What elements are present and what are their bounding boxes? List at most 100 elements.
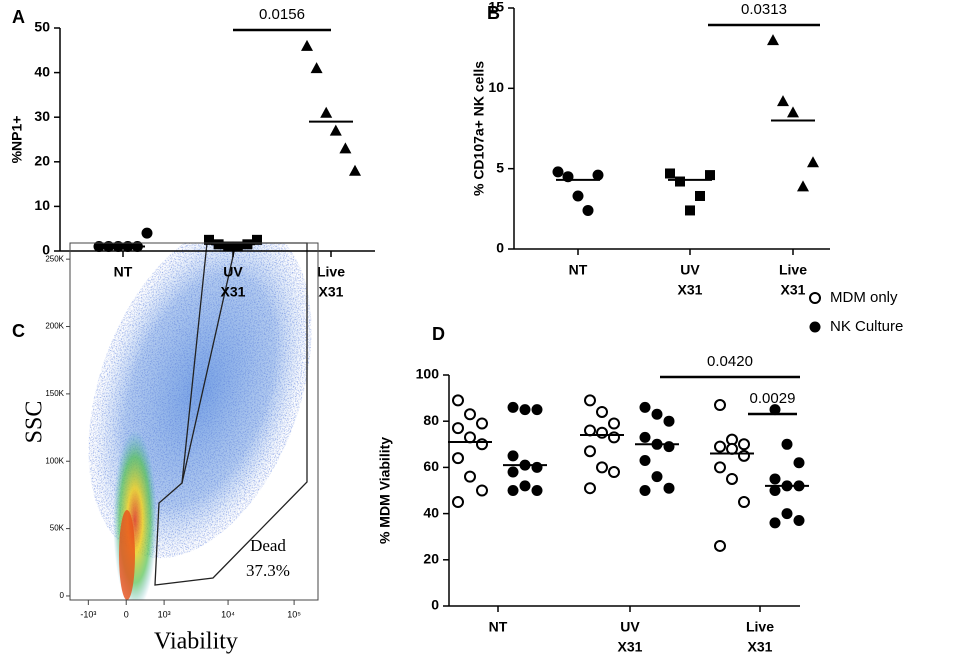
point: [519, 404, 531, 416]
x-tick-label: Live: [317, 264, 345, 280]
point: [552, 166, 564, 178]
point: [726, 472, 738, 485]
point: [608, 417, 620, 430]
y-tick-label: 100K: [45, 456, 64, 465]
y-tick-label: 0: [431, 597, 439, 613]
point: [663, 441, 675, 453]
point: [252, 234, 262, 245]
point: [310, 62, 323, 74]
point: [663, 415, 675, 427]
panel-label: B: [487, 3, 500, 23]
x-tick-label: X31: [748, 639, 773, 655]
point: [639, 401, 651, 413]
y-tick-label: 60: [423, 458, 439, 474]
gate-percent: 37.3%: [246, 561, 290, 580]
point: [464, 408, 476, 421]
x-axis-label: Viability: [154, 629, 238, 655]
point: [596, 461, 608, 474]
y-tick-label: 30: [34, 108, 50, 124]
point: [685, 205, 695, 216]
p-value: 0.0420: [707, 353, 753, 370]
point: [572, 190, 584, 202]
point: [584, 482, 596, 495]
x-tick-label: X31: [319, 284, 344, 300]
point: [476, 484, 488, 497]
p-value: 0.0156: [259, 6, 305, 23]
legend-label: NK Culture: [830, 318, 903, 335]
point: [769, 404, 781, 416]
point: [726, 442, 738, 455]
point: [507, 485, 519, 496]
x-tick-label: Live: [746, 619, 774, 635]
x-tick-label: Live: [779, 262, 807, 278]
gate-line: [181, 242, 237, 484]
point: [531, 404, 543, 416]
point: [714, 399, 726, 412]
point: [807, 156, 819, 168]
x-tick-label: UV: [223, 264, 243, 280]
point: [141, 227, 153, 239]
point: [738, 449, 750, 462]
point: [452, 422, 464, 435]
point: [769, 485, 781, 496]
x-tick-label: NT: [114, 264, 133, 280]
point: [738, 496, 750, 509]
y-tick-label: 10: [488, 79, 504, 95]
point: [596, 426, 608, 439]
x-tick-label: NT: [569, 262, 588, 278]
x-tick-label: X31: [781, 282, 806, 298]
point: [793, 515, 805, 527]
panel-label: C: [12, 321, 25, 341]
x-tick-label: UV: [620, 619, 640, 635]
y-tick-label: 0: [496, 240, 504, 256]
point: [464, 470, 476, 483]
point: [531, 461, 543, 473]
y-tick-label: 20: [423, 551, 439, 567]
panel-label: A: [12, 7, 25, 27]
point: [476, 438, 488, 451]
point: [639, 431, 651, 443]
point: [809, 321, 821, 333]
point: [519, 480, 531, 492]
point: [452, 394, 464, 407]
density-cloud: [88, 243, 312, 600]
point: [777, 95, 789, 107]
y-tick-label: 200K: [45, 322, 64, 331]
point: [663, 482, 675, 494]
point: [592, 169, 604, 181]
y-tick-label: 50: [34, 19, 50, 35]
point: [651, 471, 663, 483]
point: [223, 241, 234, 252]
point: [769, 473, 781, 485]
point: [651, 408, 663, 420]
y-tick-label: 0: [42, 242, 50, 258]
point: [714, 440, 726, 453]
point: [596, 405, 608, 418]
point: [531, 485, 543, 496]
point: [705, 170, 715, 181]
y-tick-label: 40: [423, 504, 439, 520]
x-tick-label: X31: [618, 639, 643, 655]
point: [797, 180, 809, 192]
plot-frame: [69, 242, 319, 601]
point: [781, 508, 793, 520]
point: [507, 450, 519, 462]
point: [301, 39, 313, 51]
y-tick-label: 0: [60, 591, 65, 600]
p-value: 0.0029: [750, 390, 796, 407]
y-tick-label: 250K: [45, 254, 64, 263]
y-tick-label: 100: [416, 366, 440, 382]
point: [582, 204, 594, 216]
point: [232, 241, 243, 252]
x-tick-label: 0: [124, 609, 129, 619]
y-axis-label: SSC: [22, 401, 48, 444]
point: [639, 485, 651, 496]
point: [320, 106, 333, 118]
panel-label: D: [432, 324, 445, 344]
x-tick-label: 10³: [158, 609, 171, 619]
y-tick-label: 20: [34, 153, 50, 169]
x-tick-label: 10⁴: [221, 609, 235, 619]
point: [809, 292, 821, 304]
point: [738, 438, 750, 451]
